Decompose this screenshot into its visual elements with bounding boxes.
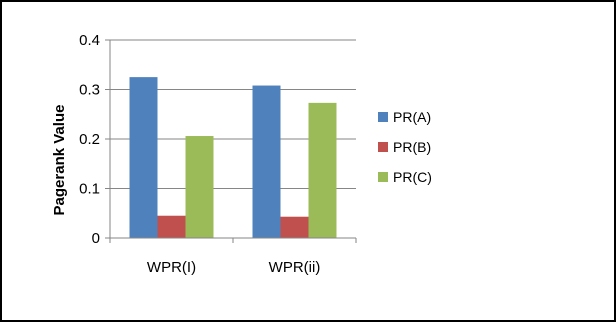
bar-prb-2 bbox=[280, 216, 309, 238]
y-tick-label: 0.2 bbox=[79, 131, 100, 148]
legend-swatch bbox=[378, 172, 388, 182]
bar-prb-1 bbox=[157, 215, 186, 238]
category-label: WPR(I) bbox=[147, 259, 196, 276]
bar-pra-2 bbox=[252, 85, 281, 238]
legend-label: PR(C) bbox=[393, 169, 432, 185]
category-labels: WPR(I) WPR(ii) bbox=[109, 238, 357, 276]
legend-label: PR(B) bbox=[393, 139, 431, 155]
bar-prc-1 bbox=[185, 136, 214, 238]
legend-swatch bbox=[378, 142, 388, 152]
legend: PR(A) PR(B) PR(C) bbox=[378, 109, 432, 185]
y-tick-label: 0.3 bbox=[79, 82, 100, 99]
bar-pra-1 bbox=[129, 77, 158, 238]
category-label: WPR(ii) bbox=[269, 259, 321, 276]
y-tick-label: 0.4 bbox=[79, 32, 100, 49]
bars bbox=[129, 77, 337, 239]
y-axis-title: Pagerank Value bbox=[51, 105, 68, 216]
legend-label: PR(A) bbox=[393, 109, 431, 125]
legend-swatch bbox=[378, 112, 388, 122]
y-tick-label: 0 bbox=[92, 230, 100, 247]
bar-prc-2 bbox=[308, 102, 337, 239]
y-tick-label: 0.1 bbox=[79, 181, 100, 198]
y-tick-labels: 0 0.1 0.2 0.3 0.4 bbox=[79, 32, 100, 247]
